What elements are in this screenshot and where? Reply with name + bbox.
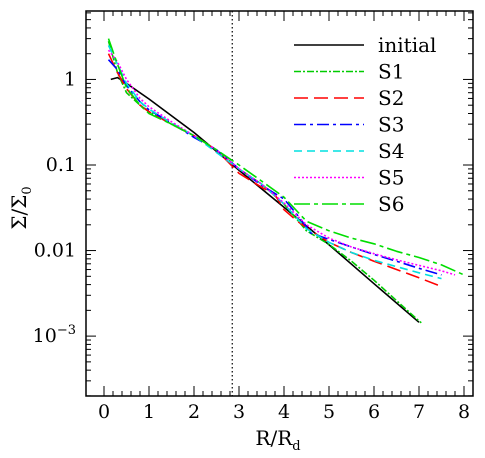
y-tick-label: 10−3 — [33, 323, 76, 347]
x-axis-label: R/Rd — [255, 426, 300, 454]
legend-label-s1: S1 — [378, 60, 404, 84]
y-axis-label: Σ/Σ0 — [7, 186, 35, 229]
legend-label-s4: S4 — [378, 139, 404, 163]
legend-label-s6: S6 — [378, 192, 404, 216]
x-tick-label: 3 — [233, 401, 245, 423]
x-tick-label: 1 — [143, 401, 155, 423]
axis-ticks — [86, 11, 473, 397]
y-tick-label: 1 — [64, 68, 76, 90]
x-tick-label: 2 — [188, 401, 200, 423]
x-tick-label: 5 — [323, 401, 335, 423]
x-tick-label: 4 — [278, 401, 290, 423]
y-tick-label: 0.1 — [46, 154, 76, 176]
series-line-s3 — [107, 59, 442, 276]
x-tick-label: 8 — [458, 401, 470, 423]
series-line-s6 — [107, 38, 465, 276]
x-tick-label: 0 — [98, 401, 110, 423]
legend-label-s2: S2 — [378, 86, 404, 110]
legend-label-s5: S5 — [378, 166, 404, 190]
legend-label-initial: initial — [378, 33, 436, 57]
series-line-s5 — [107, 49, 456, 276]
axis-tick-labels: 0 1 2 3 4 5 6 7 8 1 0.1 0.01 10−3 — [33, 68, 470, 423]
series-group — [107, 38, 465, 324]
plot-frame — [85, 10, 474, 397]
x-tick-label: 7 — [413, 401, 425, 423]
x-tick-label: 6 — [368, 401, 380, 423]
series-line-s1 — [107, 40, 422, 324]
legend-label-s3: S3 — [378, 113, 404, 137]
y-tick-label: 0.01 — [34, 240, 76, 262]
